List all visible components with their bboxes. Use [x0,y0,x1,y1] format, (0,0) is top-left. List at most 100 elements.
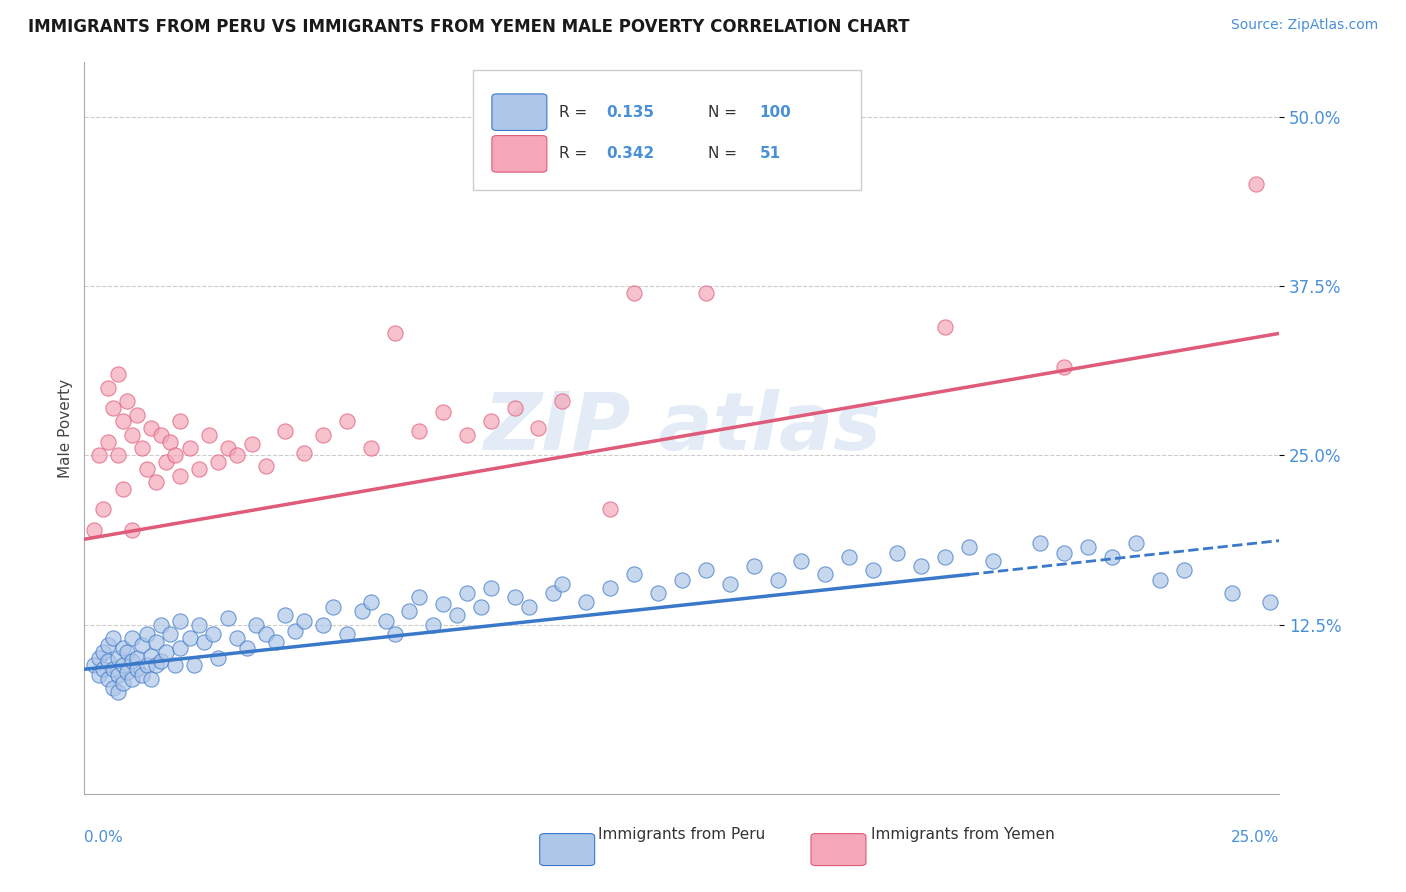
Text: 0.135: 0.135 [606,104,655,120]
Point [1101,549,1123,564]
Point [599,581,621,595]
Point [121,631,143,645]
Point [93,645,115,659]
FancyBboxPatch shape [811,834,866,865]
Point [107,667,129,681]
Point [240,437,263,451]
Point [87,651,110,665]
FancyBboxPatch shape [492,136,547,172]
FancyBboxPatch shape [540,834,595,865]
Point [121,672,143,686]
Point [408,424,430,438]
Point [934,319,956,334]
Point [97,672,120,686]
Point [83,523,105,537]
Point [202,627,225,641]
Point [695,285,717,300]
Point [125,408,148,422]
Point [254,459,277,474]
Point [384,627,406,641]
Point [101,681,124,696]
Point [398,604,420,618]
Point [179,631,201,645]
Point [135,627,157,641]
Point [446,608,468,623]
Text: N =: N = [709,104,742,120]
Point [145,475,167,490]
Point [169,468,191,483]
Point [135,462,157,476]
Point [254,627,277,641]
Text: ZIP atlas: ZIP atlas [482,389,882,467]
Point [957,541,980,555]
Text: Immigrants from Peru: Immigrants from Peru [599,828,765,842]
Point [131,442,153,456]
Point [101,631,124,645]
Y-axis label: Male Poverty: Male Poverty [58,378,73,478]
Point [149,617,172,632]
Point [1258,594,1281,608]
Point [384,326,406,341]
Point [264,635,287,649]
Point [117,665,139,679]
Point [149,428,172,442]
Point [193,635,215,649]
Point [159,627,181,641]
Point [1077,541,1099,555]
Point [145,635,167,649]
Point [131,638,153,652]
Point [93,502,115,516]
Text: N =: N = [709,146,742,161]
Point [217,442,239,456]
Point [145,658,167,673]
Point [97,434,120,449]
Point [623,567,645,582]
Point [111,414,134,428]
Point [274,424,297,438]
Point [838,549,860,564]
Text: R =: R = [558,146,592,161]
Point [125,651,148,665]
Point [93,662,115,676]
Point [527,421,550,435]
Point [456,586,478,600]
Point [97,638,120,652]
Point [245,617,267,632]
Point [188,462,211,476]
Point [155,455,177,469]
Point [111,675,134,690]
Text: 0.342: 0.342 [606,146,655,161]
Point [503,401,526,415]
Point [117,645,139,659]
Point [207,455,229,469]
Point [456,428,478,442]
Text: 25.0%: 25.0% [1232,830,1279,846]
Point [599,502,621,516]
Point [292,614,315,628]
Point [125,662,148,676]
Point [981,554,1004,568]
Point [169,414,191,428]
Text: 100: 100 [759,104,792,120]
Point [551,394,574,409]
Point [97,654,120,668]
Point [111,640,134,655]
Point [541,586,564,600]
Point [226,448,249,462]
Point [408,591,430,605]
Point [188,617,211,632]
Point [742,559,765,574]
Point [284,624,307,639]
Text: R =: R = [558,104,592,120]
Point [517,599,540,614]
Point [312,428,335,442]
Point [336,627,359,641]
Point [862,563,884,577]
Point [101,401,124,415]
Point [197,428,219,442]
Point [1244,178,1267,192]
Point [360,442,382,456]
Point [479,414,502,428]
Point [141,648,163,663]
Point [350,604,373,618]
